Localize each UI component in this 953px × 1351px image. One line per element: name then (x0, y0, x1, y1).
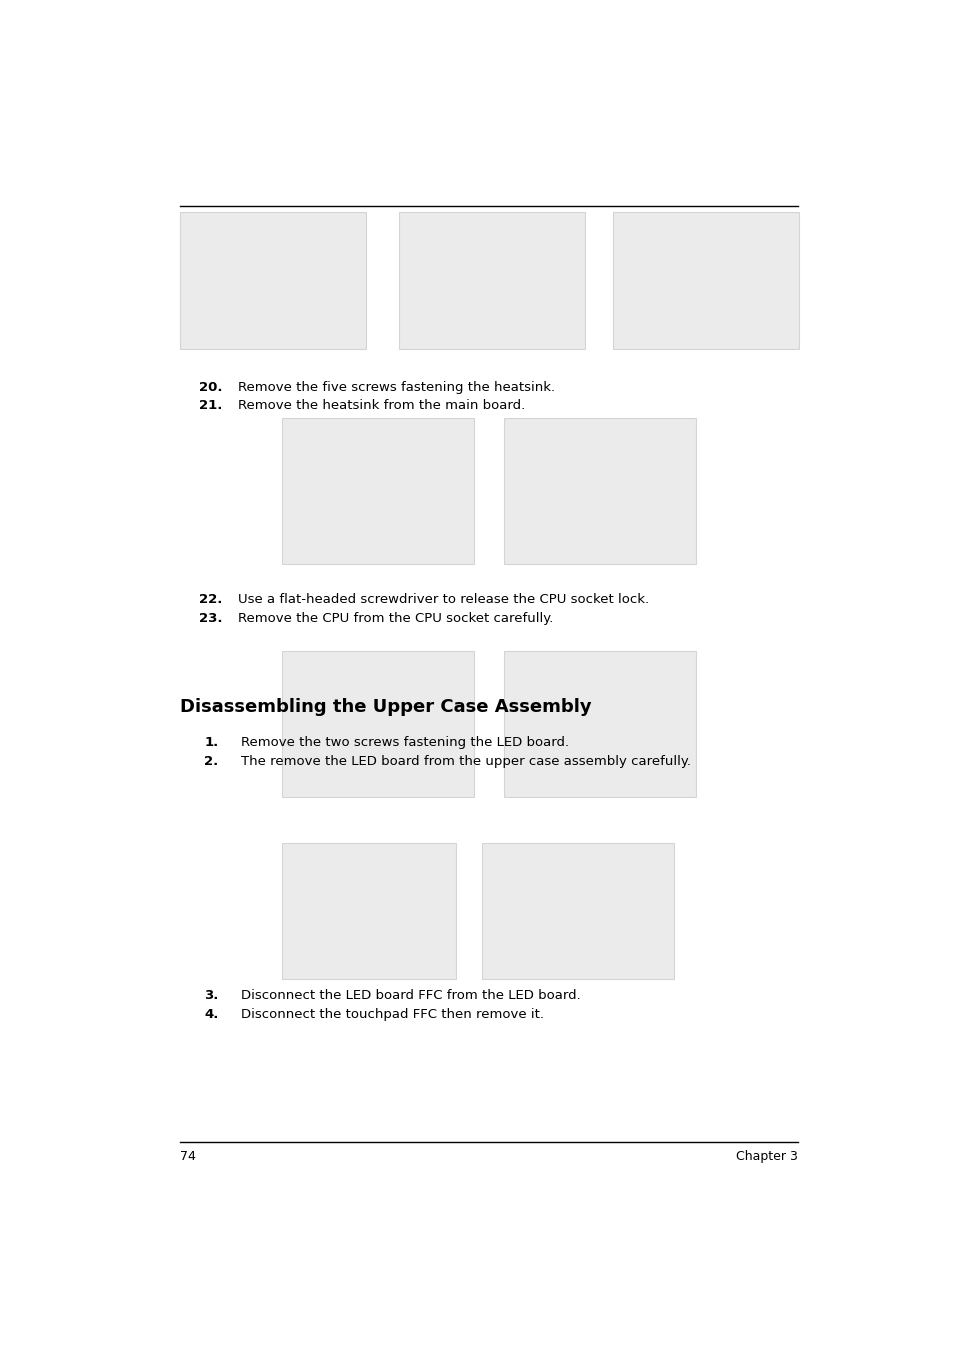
Text: 74: 74 (180, 1150, 195, 1163)
Text: Remove the CPU from the CPU socket carefully.: Remove the CPU from the CPU socket caref… (237, 612, 553, 624)
Bar (282, 417, 474, 563)
Bar (180, 212, 366, 350)
Text: Remove the two screws fastening the LED board.: Remove the two screws fastening the LED … (241, 736, 569, 750)
Text: Disassembling the Upper Case Assembly: Disassembling the Upper Case Assembly (180, 697, 591, 716)
Text: Disconnect the touchpad FFC then remove it.: Disconnect the touchpad FFC then remove … (241, 1008, 543, 1021)
Bar (398, 212, 584, 350)
Text: 4.: 4. (204, 1008, 218, 1021)
Text: Chapter 3: Chapter 3 (736, 1150, 797, 1163)
Text: The remove the LED board from the upper case assembly carefully.: The remove the LED board from the upper … (241, 755, 691, 769)
Text: 22.: 22. (199, 593, 222, 605)
Text: 2.: 2. (204, 755, 218, 769)
Bar (282, 843, 456, 978)
Text: Remove the heatsink from the main board.: Remove the heatsink from the main board. (237, 400, 524, 412)
Text: Disconnect the LED board FFC from the LED board.: Disconnect the LED board FFC from the LE… (241, 989, 580, 1002)
Text: Remove the five screws fastening the heatsink.: Remove the five screws fastening the hea… (237, 381, 554, 393)
Text: 3.: 3. (204, 989, 218, 1002)
Bar (282, 651, 474, 797)
Bar (481, 843, 673, 978)
Bar (503, 417, 696, 563)
Text: 20.: 20. (199, 381, 222, 393)
Text: Use a flat-headed screwdriver to release the CPU socket lock.: Use a flat-headed screwdriver to release… (237, 593, 648, 605)
Text: 21.: 21. (199, 400, 222, 412)
Bar (613, 212, 799, 350)
Text: 23.: 23. (199, 612, 222, 624)
Bar (503, 651, 696, 797)
Text: 1.: 1. (204, 736, 218, 750)
